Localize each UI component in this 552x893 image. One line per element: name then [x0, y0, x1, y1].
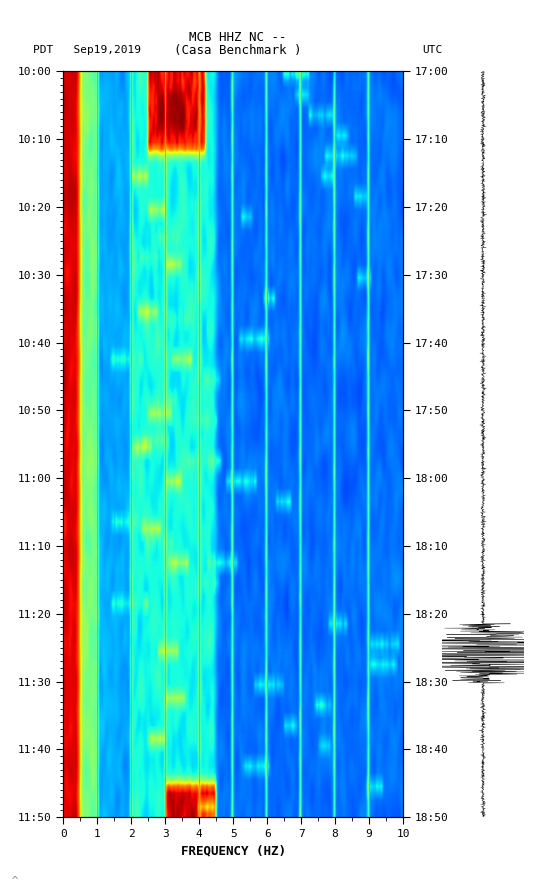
Text: PDT   Sep19,2019: PDT Sep19,2019 — [33, 45, 141, 55]
Text: (Casa Benchmark ): (Casa Benchmark ) — [174, 44, 301, 56]
Text: USGS: USGS — [17, 14, 44, 25]
Text: ^: ^ — [11, 876, 19, 886]
Text: MCB HHZ NC --: MCB HHZ NC -- — [189, 31, 286, 44]
X-axis label: FREQUENCY (HZ): FREQUENCY (HZ) — [181, 845, 286, 857]
Text: UTC: UTC — [422, 45, 443, 55]
